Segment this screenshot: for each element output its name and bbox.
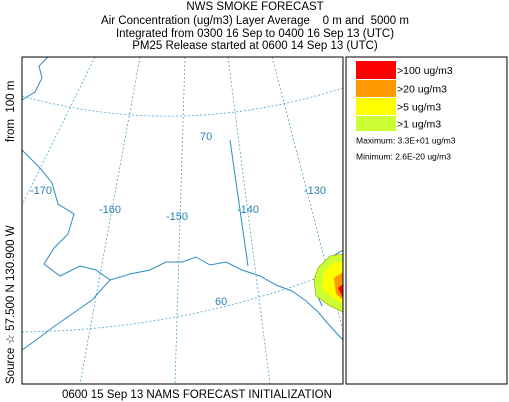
maximum: Maximum: 3.3E+01 ug/m3 bbox=[356, 135, 456, 145]
plume bbox=[338, 284, 343, 298]
header-line: PM25 Release started at 0600 14 Sep 13 (… bbox=[132, 40, 378, 52]
footer: 0600 15 Sep 13 NAMS FORECAST INITIALIZAT… bbox=[62, 389, 332, 401]
graticule bbox=[79, 57, 141, 384]
grid-label: -160 bbox=[99, 204, 121, 216]
grid-label: 70 bbox=[200, 131, 212, 143]
map-frame bbox=[21, 56, 344, 385]
graticule bbox=[271, 57, 343, 331]
minimum: Minimum: 2.6E-20 ug/m3 bbox=[356, 151, 451, 161]
legend-frame bbox=[345, 56, 508, 385]
title: NWS SMOKE FORECAST bbox=[186, 1, 323, 13]
grid-label: -170 bbox=[30, 185, 52, 197]
coastline bbox=[109, 256, 343, 341]
legend-swatch bbox=[356, 98, 396, 115]
legend-label: >1 ug/m3 bbox=[397, 118, 441, 130]
legend-label: >20 ug/m3 bbox=[397, 83, 447, 95]
graticule bbox=[22, 267, 343, 333]
grid-label: -140 bbox=[237, 204, 259, 216]
height-label: from 100 m bbox=[5, 81, 17, 142]
header-line: Integrated from 0300 16 Sep to 0400 16 S… bbox=[116, 28, 394, 40]
legend-label: >100 ug/m3 bbox=[397, 65, 453, 77]
graticule bbox=[22, 87, 343, 117]
header-line: Air Concentration (ug/m3) Layer Average … bbox=[101, 15, 409, 27]
legend-swatch bbox=[356, 116, 396, 131]
graticule bbox=[22, 57, 96, 206]
coastline bbox=[22, 57, 49, 101]
legend-swatch bbox=[356, 61, 396, 79]
source-label: Source ☆ 57.500 N 130.900 W bbox=[5, 225, 17, 384]
grid-label: -150 bbox=[166, 211, 188, 223]
map: -170 -160 -150 -140 -130 70 60 bbox=[22, 57, 343, 384]
grid-label: 60 bbox=[215, 296, 227, 308]
graticule bbox=[174, 57, 186, 384]
legend-swatch bbox=[356, 80, 396, 97]
graticule bbox=[227, 57, 271, 384]
grid-label: -130 bbox=[304, 185, 326, 197]
legend-label: >5 ug/m3 bbox=[397, 101, 441, 113]
border bbox=[229, 139, 249, 267]
coastline bbox=[22, 149, 111, 351]
